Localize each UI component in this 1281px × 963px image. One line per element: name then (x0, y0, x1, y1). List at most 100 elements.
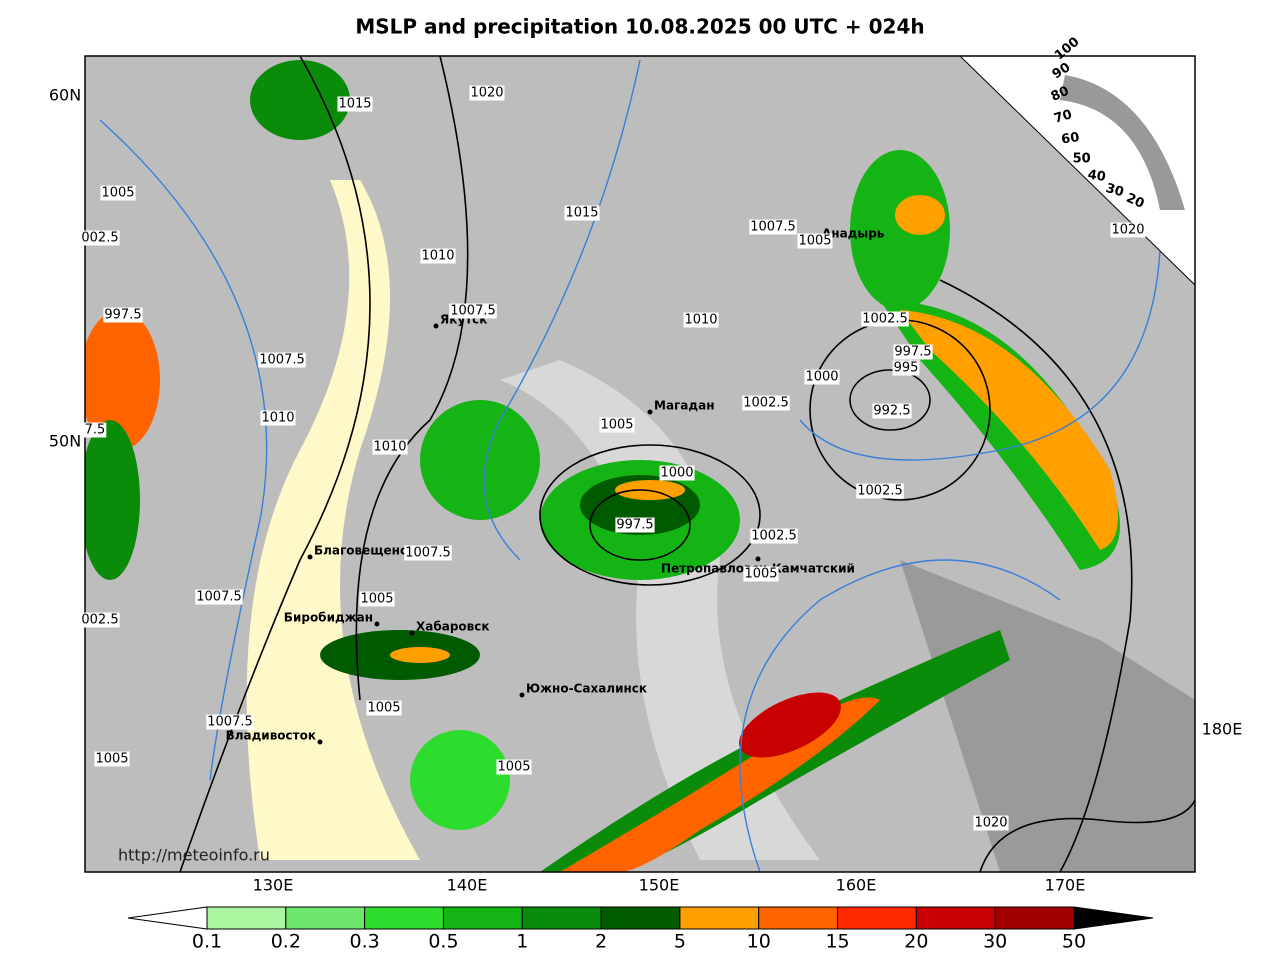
isobar-label-bg (80, 612, 120, 628)
isobar-label-bg (449, 303, 497, 319)
isobar-label-bg (1110, 222, 1146, 238)
colorbar-segment (837, 906, 917, 930)
city-dot (433, 323, 439, 329)
isobar-label-bg (892, 360, 920, 376)
isobar-label: 1007.5 (750, 220, 796, 235)
colorbar-tick-label: 2 (595, 931, 607, 953)
isobar-label: 1007.5 (196, 590, 242, 605)
isobar-label-bg (260, 410, 296, 426)
isobar-label-bg (973, 815, 1009, 831)
isobar-label: 1005 (360, 592, 393, 607)
colorbar-segment (679, 906, 760, 930)
colorbar-tick-label: 0.1 (192, 931, 222, 953)
colorbar-tick-label: 20 (904, 931, 928, 953)
isobar-label: 1000 (805, 370, 838, 385)
isobar-label-bg (359, 591, 395, 607)
isobar-label-bg (564, 205, 600, 221)
isobar-label: 002.5 (81, 613, 118, 628)
isobar-label-bg (206, 714, 254, 730)
isobar-label-bg (420, 248, 456, 264)
isobar-label: 997.5 (104, 308, 141, 323)
isobar-label: 7.5 (85, 423, 106, 438)
lon-label: 170E (1045, 876, 1086, 895)
colorbar-segment (994, 906, 1075, 930)
isobar-label: 1002.5 (743, 396, 789, 411)
isobar-label: 1007.5 (207, 715, 253, 730)
isobar-label-bg (404, 545, 452, 561)
colorbar-tick-label: 0.3 (350, 931, 380, 953)
colorbar-tick-label: 30 (983, 931, 1007, 953)
city-label: Магадан (654, 399, 715, 413)
isobar-label-bg (872, 403, 912, 419)
city-label: Благовещенск (314, 544, 415, 558)
title: MSLP and precipitation 10.08.2025 00 UTC… (355, 15, 924, 39)
city-label: Хабаровск (416, 620, 490, 634)
isobar-label: 1005 (95, 752, 128, 767)
city-label: Южно-Сахалинск (526, 682, 647, 696)
isobar-label-bg (750, 528, 798, 544)
isobar-label-bg (195, 589, 243, 605)
colorbar-under (127, 906, 208, 930)
isobar-label-bg (469, 85, 505, 101)
isobar-label: 1010 (373, 440, 406, 455)
isobar-label: 1010 (421, 249, 454, 264)
isobar-label-bg (797, 233, 833, 249)
colorbar-segment (206, 906, 287, 930)
lat-label: 50N (49, 432, 81, 451)
city-dot (307, 554, 313, 560)
city-label: Биробиджан (284, 611, 373, 625)
isobar-label: 997.5 (616, 518, 653, 533)
colorbar-segment (285, 906, 366, 930)
isobar-label-bg (103, 307, 143, 323)
isobar-label-bg (100, 185, 136, 201)
isobar-label: 1000 (660, 466, 693, 481)
isobar-label: 1002.5 (857, 484, 903, 499)
isobar-label: 1005 (798, 234, 831, 249)
colorbar-segment (758, 906, 839, 930)
isobar-label: 1002.5 (751, 529, 797, 544)
cloud-scale-label: 40 (1087, 168, 1107, 185)
isobar-label: 1010 (684, 313, 717, 328)
city-dot (647, 409, 653, 415)
colorbar-segment (600, 906, 681, 930)
cloud-scale-label: 30 (1104, 181, 1126, 200)
colorbar-tick-label: 15 (825, 931, 849, 953)
map (85, 56, 1195, 872)
isobar-label-bg (366, 700, 402, 716)
isobar-label: 1005 (367, 701, 400, 716)
colorbar-tick-label: 10 (747, 931, 771, 953)
isobar-label: 1005 (744, 567, 777, 582)
isobar-label: 1005 (497, 760, 530, 775)
isobar-label-bg (743, 566, 779, 582)
cloud-scale-label: 60 (1060, 130, 1080, 147)
isobar-label-bg (893, 344, 933, 360)
colorbar-tick-label: 1 (516, 931, 528, 953)
cloud-scale-label: 70 (1052, 107, 1074, 126)
cloud-scale-label: 50 (1073, 151, 1091, 166)
isobar-label: 002.5 (81, 231, 118, 246)
colorbar-tick-label: 0.5 (428, 931, 458, 953)
isobar-label: 1020 (470, 86, 503, 101)
lon-label: 180E (1202, 720, 1243, 739)
isobar-label: 1020 (1111, 223, 1144, 238)
city-dot (755, 556, 761, 562)
lon-label: 130E (253, 876, 294, 895)
isobar-label-bg (861, 311, 909, 327)
isobar-label: 1005 (101, 186, 134, 201)
isobar-label-bg (599, 417, 635, 433)
lon-label: 150E (639, 876, 680, 895)
colorbar-tick-label: 50 (1062, 931, 1086, 953)
isobar-label: 1015 (338, 97, 371, 112)
isobar-label: 1007.5 (450, 304, 496, 319)
colorbar-segment (915, 906, 996, 930)
city-dot (519, 692, 525, 698)
isobar-label: 1007.5 (405, 546, 451, 561)
colorbar-segment (521, 906, 602, 930)
isobar-label-bg (83, 422, 107, 438)
lon-label: 140E (447, 876, 488, 895)
isobar-label: 997.5 (894, 345, 931, 360)
isobar-label-bg (372, 439, 408, 455)
isobar-label: 995 (894, 361, 919, 376)
lon-label: 160E (836, 876, 877, 895)
isobar-label-bg (496, 759, 532, 775)
